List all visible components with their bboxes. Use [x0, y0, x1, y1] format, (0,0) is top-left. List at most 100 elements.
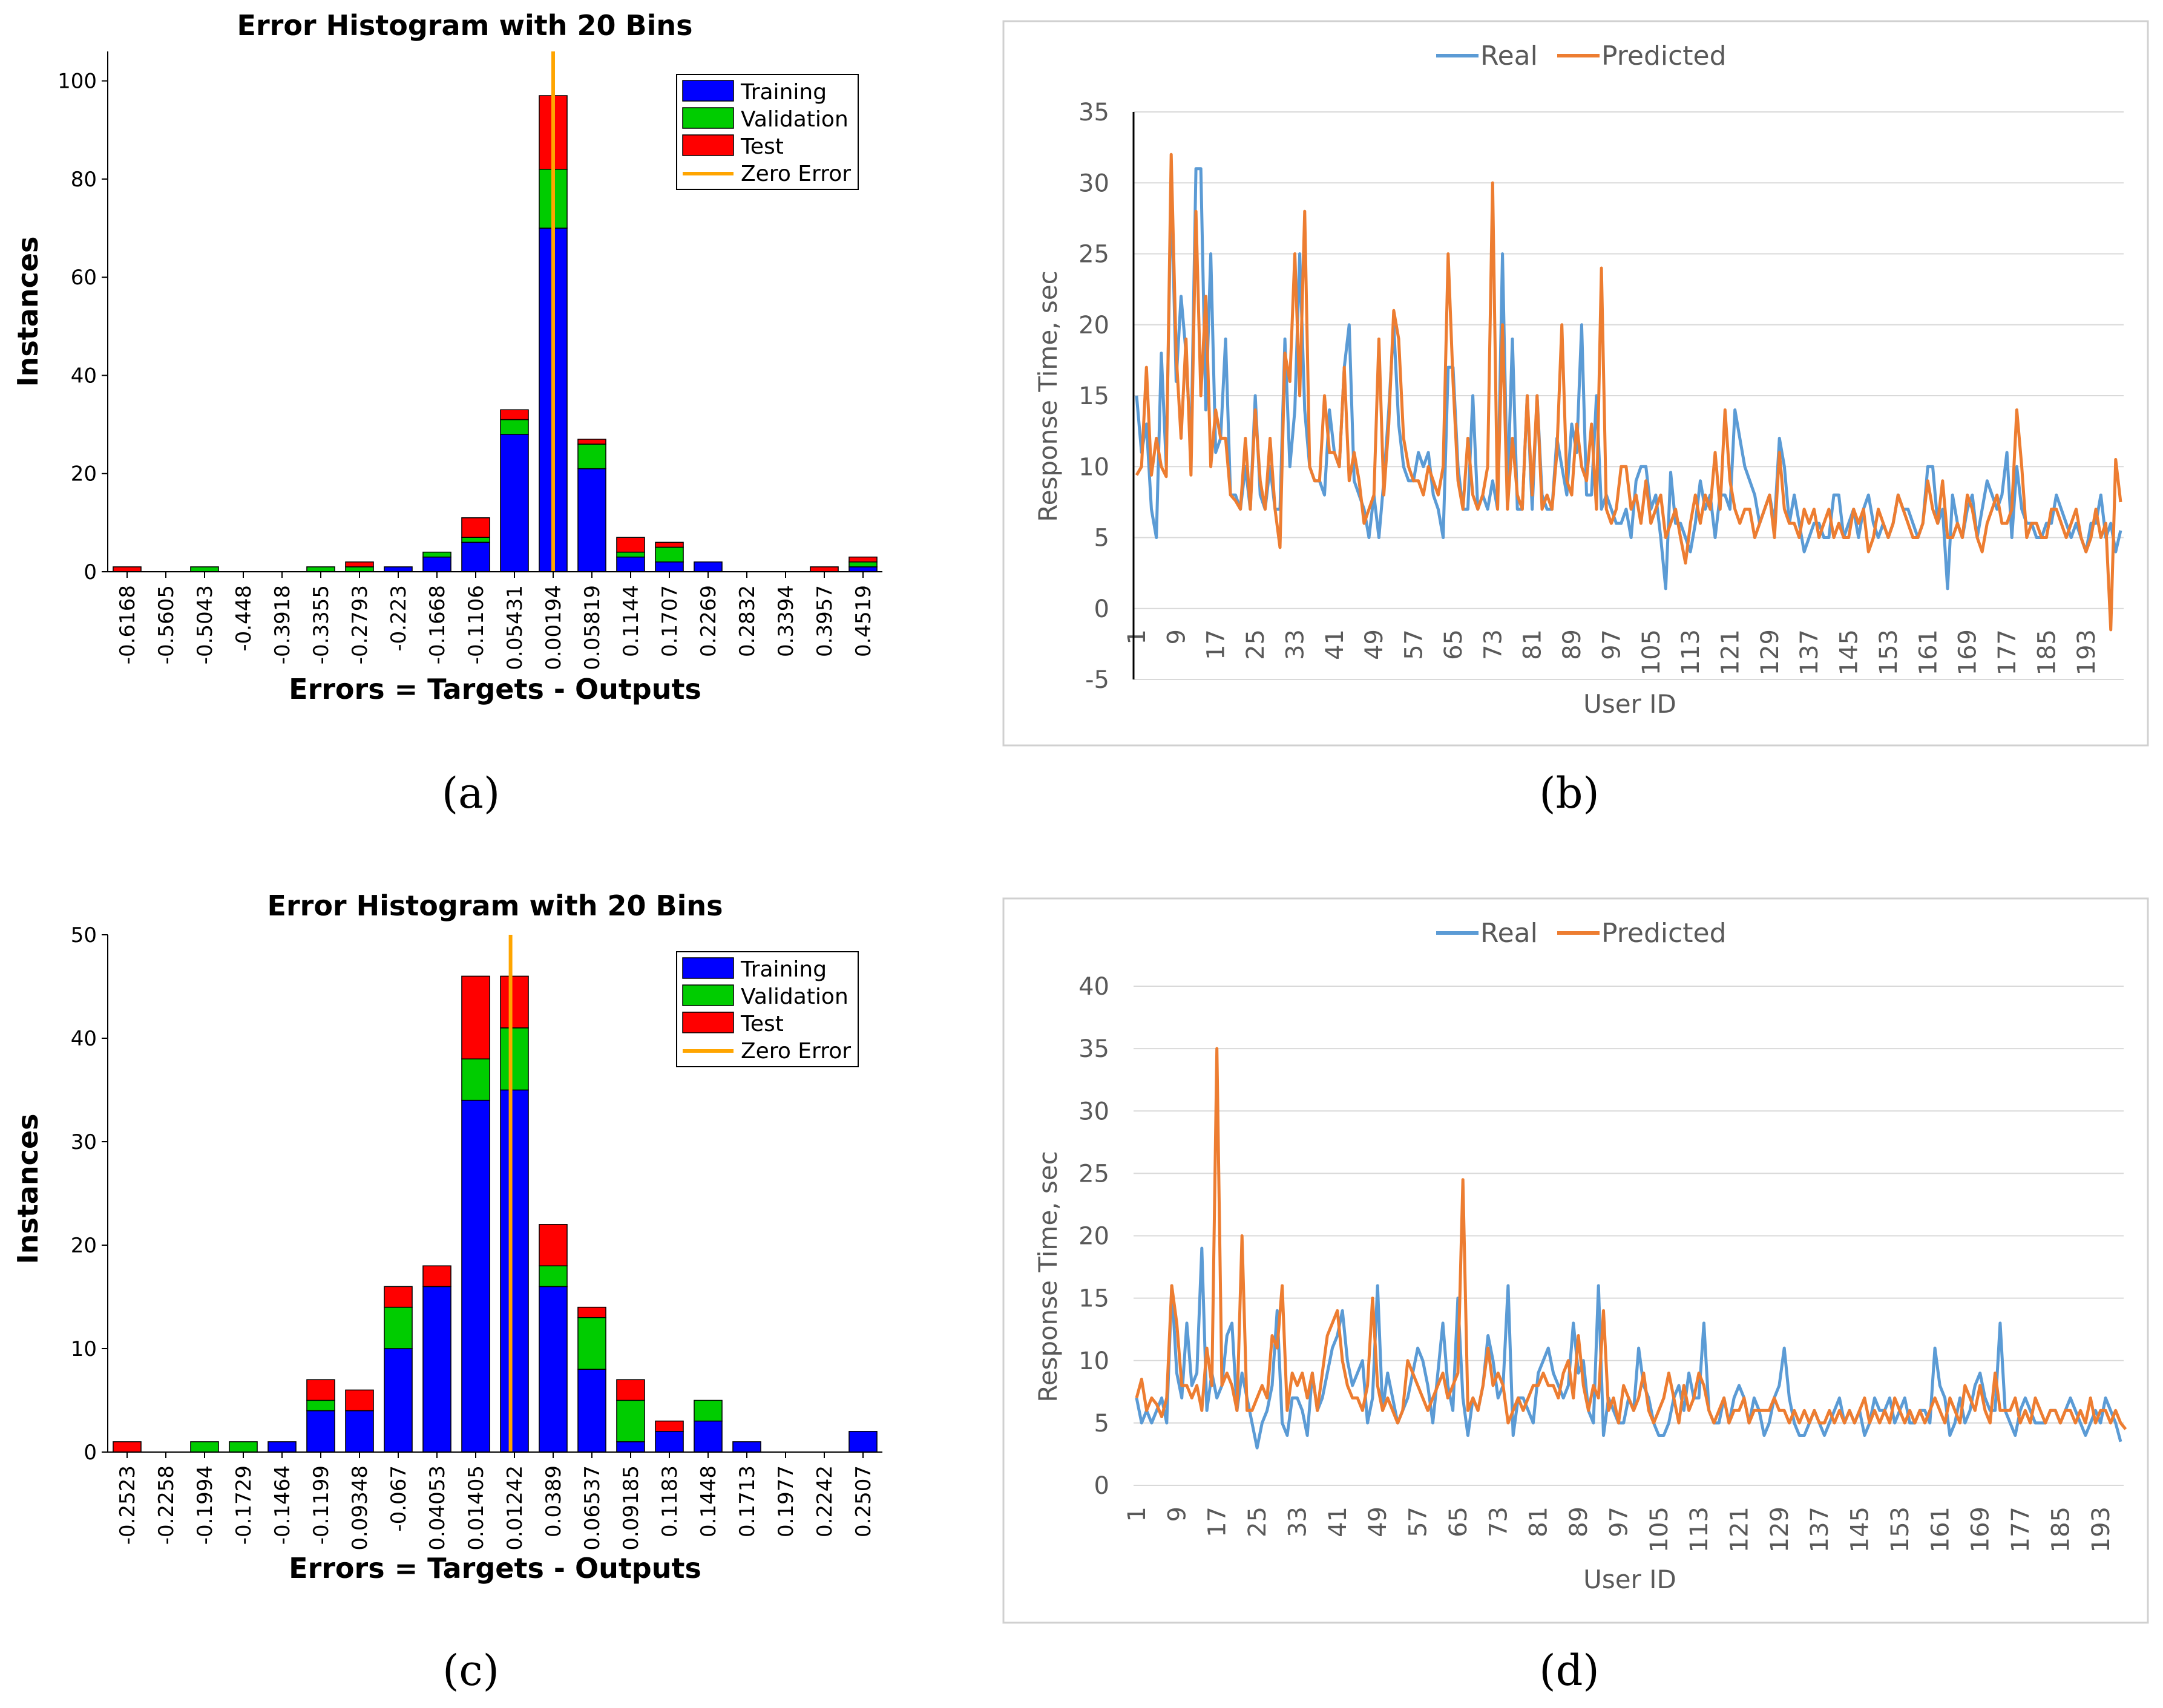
- bar-training: [268, 1441, 297, 1453]
- x-tick-label: 193: [2073, 629, 2101, 675]
- bar-training: [539, 1286, 568, 1453]
- bar-training: [384, 566, 413, 572]
- x-tick-label: 169: [1967, 1507, 1995, 1553]
- bar-validation: [655, 546, 684, 563]
- bar-training: [345, 1410, 374, 1453]
- bar-validation: [229, 1441, 258, 1453]
- bar-training: [384, 1348, 413, 1453]
- legend-swatch-validation: [682, 984, 734, 1006]
- x-tick-label: 81: [1525, 1507, 1553, 1537]
- bar-test: [616, 1379, 645, 1401]
- bar-training: [655, 561, 684, 572]
- legend-label-validation: Validation: [741, 107, 848, 132]
- bar-training: [422, 1286, 451, 1453]
- x-tick-label: 0.09185: [619, 1465, 643, 1551]
- x-tick-label: 57: [1400, 629, 1428, 660]
- x-tick-label: 0.2242: [813, 1465, 837, 1537]
- bar-training: [461, 542, 490, 572]
- x-tick-label: 97: [1598, 629, 1626, 660]
- bar-test: [655, 1420, 684, 1432]
- bar-training: [616, 1441, 645, 1453]
- y-tick-label: 15: [1078, 1285, 1109, 1313]
- bar-validation: [848, 561, 878, 568]
- x-tick-label: -0.067: [387, 1465, 411, 1532]
- x-tick-label: 0.3394: [774, 585, 798, 657]
- bar-test: [113, 1441, 142, 1453]
- caption-a: (a): [442, 768, 500, 818]
- bar-validation: [616, 551, 645, 558]
- x-tick-label: 193: [2087, 1507, 2115, 1553]
- x-tick-label: 161: [1914, 629, 1942, 675]
- x-tick-label: -0.3918: [271, 585, 295, 664]
- x-tick-label: 97: [1605, 1507, 1633, 1537]
- caption-b: (b): [1539, 768, 1599, 818]
- bar-training: [616, 556, 645, 572]
- y-tick-label: 60: [71, 266, 97, 290]
- y-tick-label: 100: [57, 70, 97, 94]
- bar-training: [577, 468, 606, 572]
- bar-validation: [616, 1399, 645, 1442]
- bar-training: [848, 1431, 878, 1453]
- x-tick-label: 0.1713: [735, 1465, 760, 1537]
- x-tick-label: 0.3957: [813, 585, 837, 657]
- y-tick-label: 20: [71, 462, 97, 486]
- x-tick-label: 185: [2033, 629, 2061, 675]
- bar-training: [655, 1431, 684, 1453]
- y-tick-label: 0: [84, 1441, 97, 1465]
- x-tick-label: -0.6168: [116, 585, 140, 664]
- x-tick-label: 0.1183: [658, 1465, 682, 1537]
- x-tick-label: 41: [1324, 1507, 1352, 1537]
- x-tick-label: 89: [1558, 629, 1586, 660]
- x-tick-label: 0.1707: [658, 585, 682, 657]
- y-tick-label: 10: [71, 1337, 97, 1361]
- histogram-legend: Training Validation Test Zero Error: [676, 951, 859, 1067]
- x-tick-label: 0.06537: [580, 1465, 605, 1551]
- x-tick-label: -0.5043: [193, 585, 217, 664]
- x-tick-label: 129: [1766, 1507, 1794, 1553]
- x-tick-label: -0.448: [232, 585, 256, 652]
- bar-validation: [539, 1265, 568, 1288]
- y-tick-label: 30: [1078, 169, 1109, 197]
- x-tick-label: 49: [1364, 1507, 1392, 1537]
- bar-test: [539, 1224, 568, 1266]
- y-tick-label: 80: [71, 168, 97, 192]
- x-tick-label: -0.1668: [425, 585, 450, 664]
- y-tick-label: 5: [1094, 525, 1109, 552]
- y-tick-label: 35: [1078, 99, 1109, 126]
- y-tick-label: 40: [71, 364, 97, 388]
- line-x-label: User ID: [1583, 689, 1676, 719]
- histogram-title: Error Histogram with 20 Bins: [268, 889, 723, 922]
- x-tick-label: 105: [1646, 1507, 1673, 1553]
- x-tick-label: -0.1729: [232, 1465, 256, 1545]
- bar-training: [422, 556, 451, 572]
- x-tick-label: 0.09348: [348, 1465, 372, 1551]
- x-tick-label: 0.01242: [503, 1465, 527, 1551]
- bar-test: [422, 1265, 451, 1288]
- x-tick-label: 9: [1163, 1507, 1191, 1522]
- y-tick-label: 50: [71, 923, 97, 947]
- bar-validation: [306, 1399, 335, 1412]
- x-tick-label: 145: [1846, 1507, 1874, 1553]
- y-tick-label: 40: [71, 1027, 97, 1051]
- bar-validation: [190, 566, 219, 572]
- x-tick-label: 0.05819: [580, 585, 605, 670]
- y-tick-label: 30: [1078, 1098, 1109, 1125]
- bar-test: [461, 517, 490, 538]
- line-y-label: Response Time, sec: [1033, 270, 1063, 522]
- legend-label-predicted: Predicted: [1601, 41, 1727, 71]
- x-tick-label: 0.0389: [542, 1465, 566, 1537]
- x-tick-label: 0.4519: [852, 585, 876, 657]
- bar-test: [577, 1306, 606, 1318]
- x-tick-label: -0.1199: [309, 1465, 333, 1545]
- x-tick-label: 33: [1284, 1507, 1311, 1537]
- histogram-y-label: Instances: [11, 237, 44, 387]
- y-tick-label: 5: [1094, 1410, 1109, 1438]
- bar-test: [345, 561, 374, 568]
- bar-validation: [577, 443, 606, 470]
- y-tick-label: 25: [1078, 1160, 1109, 1188]
- y-tick-label: 15: [1078, 382, 1109, 410]
- legend-label-real: Real: [1480, 918, 1538, 949]
- y-tick-label: 0: [1094, 595, 1109, 623]
- x-tick-label: 0.1448: [697, 1465, 721, 1537]
